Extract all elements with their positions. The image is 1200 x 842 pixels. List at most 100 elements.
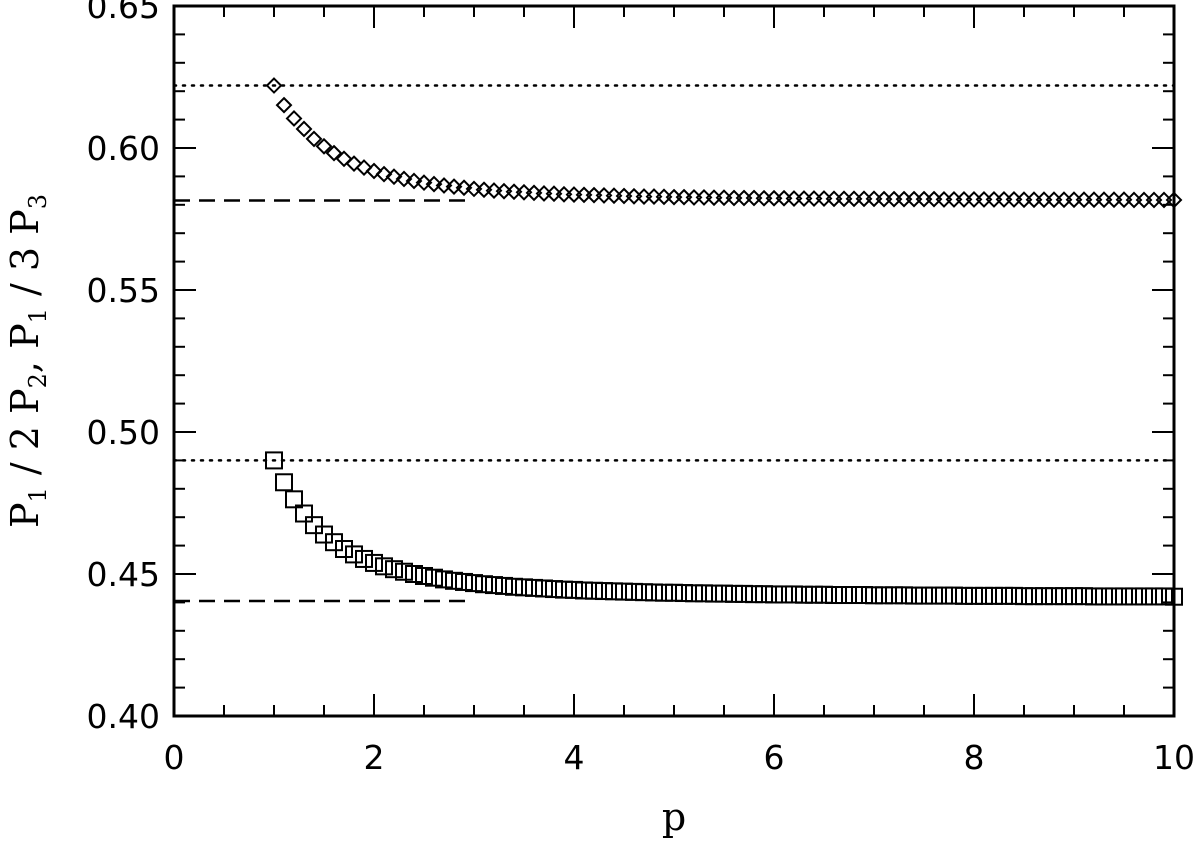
diamond-point: [275, 96, 293, 114]
reference-lines: [172, 84, 1176, 603]
diamond-point: [1045, 191, 1063, 209]
square-point: [585, 581, 603, 600]
diamond-point: [895, 190, 913, 208]
diamond-point: [1125, 191, 1143, 209]
diamond-point: [575, 186, 593, 204]
square-point: [335, 540, 353, 559]
square-point: [505, 577, 523, 596]
diamond-point: [985, 190, 1003, 208]
y-axis-title-part: P: [3, 502, 47, 528]
square-point: [495, 576, 513, 595]
square-point: [805, 585, 823, 604]
y-axis-title-subscript: 3: [24, 194, 52, 209]
diamond-point: [995, 190, 1013, 208]
square-point: [305, 516, 323, 535]
y-axis-title-subscript: 2: [24, 373, 52, 388]
diamond-point: [665, 188, 683, 206]
square-point: [275, 473, 293, 492]
square-point: [635, 583, 653, 602]
square-point: [1035, 587, 1053, 606]
square-point: [515, 578, 533, 597]
diamond-point: [465, 180, 483, 198]
square-point: [535, 579, 553, 598]
diamond-point: [975, 190, 993, 208]
diamond-point: [705, 189, 723, 207]
square-point: [465, 574, 483, 593]
y-tick-label: 0.45: [87, 555, 160, 594]
square-point: [1045, 587, 1063, 606]
diamond-point: [885, 190, 903, 208]
x-tick-label: 0: [164, 738, 185, 777]
diamond-point: [875, 190, 893, 208]
square-point: [965, 586, 983, 605]
diamond-point: [1035, 191, 1053, 209]
diamond-point: [795, 190, 813, 207]
square-point: [365, 553, 383, 572]
series-layer: [265, 77, 1183, 606]
diamond-point: [375, 165, 393, 183]
y-tick-label: 0.60: [87, 129, 160, 168]
square-point: [985, 586, 1003, 605]
square-point: [565, 580, 583, 599]
x-axis-title: p: [662, 795, 686, 839]
square-point: [835, 586, 853, 605]
square-point: [905, 586, 923, 605]
square-point: [325, 533, 343, 552]
square-point: [1135, 587, 1153, 606]
square-point: [525, 578, 543, 597]
square-point: [375, 557, 393, 576]
y-axis-title-part: / 3 P: [3, 209, 47, 308]
diamond-point: [805, 190, 823, 207]
square-point: [285, 490, 303, 509]
y-tick-label: 0.65: [87, 0, 160, 26]
square-point: [685, 584, 703, 603]
plot-frame: [172, 4, 1176, 718]
diamond-point: [635, 188, 653, 205]
diamond-point: [1135, 191, 1153, 209]
square-point: [645, 583, 663, 602]
square-series: [265, 451, 1183, 606]
square-point: [1155, 587, 1173, 606]
square-point: [915, 586, 933, 605]
square-point: [295, 504, 313, 523]
diamond-point: [835, 190, 853, 208]
y-axis-title-subscript: 1: [24, 487, 52, 502]
square-point: [415, 566, 433, 585]
square-point: [615, 582, 633, 601]
square-point: [355, 549, 373, 568]
diamond-point: [855, 190, 873, 208]
square-point: [995, 586, 1013, 605]
square-point: [405, 565, 423, 583]
square-point: [395, 562, 413, 581]
diamond-point: [1095, 191, 1113, 209]
square-point: [605, 582, 623, 601]
y-tick-label: 0.40: [87, 697, 160, 736]
diamond-point: [1025, 191, 1043, 209]
diamond-point: [445, 178, 463, 196]
diamond-point: [695, 189, 713, 206]
diamond-point: [825, 190, 843, 208]
diamond-point: [865, 190, 883, 208]
square-point: [855, 586, 873, 605]
square-point: [725, 584, 743, 603]
diamond-point: [615, 187, 633, 205]
diamond-point: [645, 188, 663, 205]
square-point: [945, 586, 963, 605]
diamond-point: [345, 155, 363, 173]
diamond-point: [265, 77, 283, 94]
diamond-point: [625, 187, 643, 205]
square-point: [1125, 587, 1143, 606]
square-point: [385, 560, 403, 579]
y-axis-title-subscript: 1: [24, 308, 52, 323]
square-point: [795, 585, 813, 604]
square-point: [865, 586, 883, 605]
square-point: [1005, 586, 1023, 605]
square-point: [555, 580, 573, 599]
diamond-point: [755, 189, 773, 207]
diamond-point: [365, 162, 383, 180]
y-tick-label: 0.55: [87, 271, 160, 310]
square-point: [695, 584, 713, 603]
diamond-point: [685, 189, 703, 206]
diamond-point: [735, 189, 753, 207]
